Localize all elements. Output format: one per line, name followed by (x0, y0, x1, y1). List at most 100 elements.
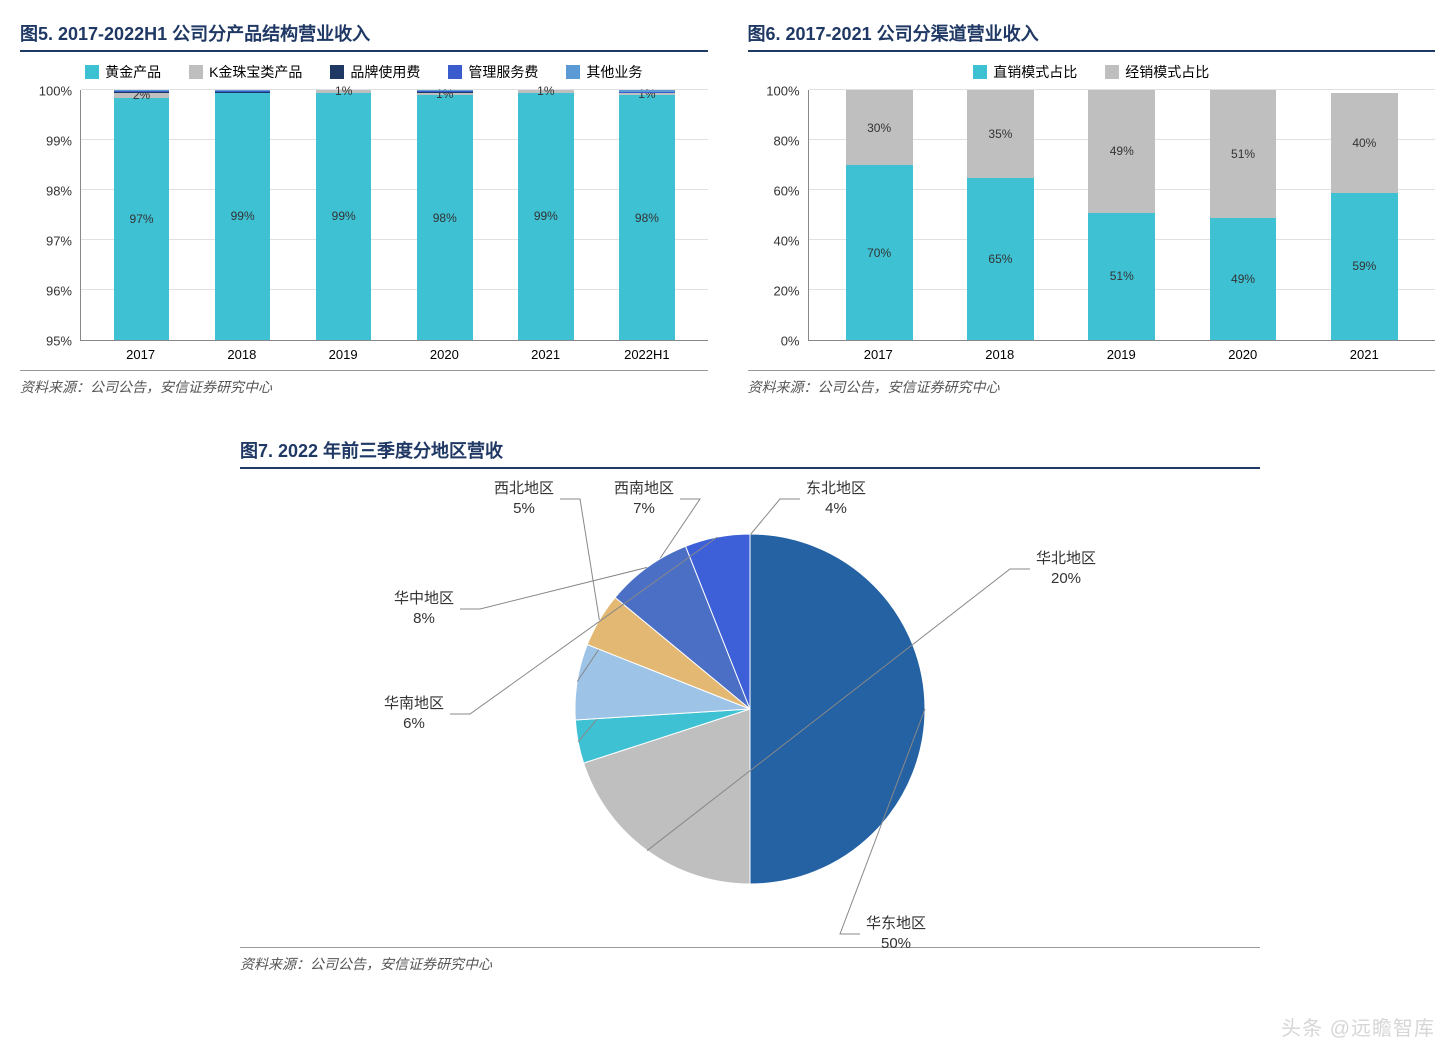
bar: 99% 1% (518, 90, 574, 340)
chart5-title: 图5. 2017-2022H1 公司分产品结构营业收入 (20, 20, 708, 52)
bar-group: 49% 51% (1182, 90, 1303, 340)
bar-segment (215, 91, 271, 92)
bar-value-label: 1% (537, 84, 554, 98)
pie-slice-label: 华北地区20% (1036, 549, 1096, 590)
bar-group: 99%1% (293, 90, 394, 340)
bar-segment: 65% (967, 178, 1034, 341)
pie-slice-label: 华南地区6% (384, 694, 444, 735)
bar-value-label: 99% (332, 209, 356, 223)
bar: 59%40% (1331, 93, 1398, 341)
y-tick: 80% (773, 134, 799, 149)
chart5-source: 资料来源：公司公告，安信证券研究中心 (20, 370, 708, 397)
legend-item: 管理服务费 (448, 62, 538, 82)
bar-segment: 98% (417, 95, 473, 340)
watermark: 头条 @远瞻智库 (1281, 1012, 1435, 1041)
chart5-y-axis: 95%96%97%98%99%100% (20, 90, 80, 341)
bar-value-label: 97% (130, 212, 154, 226)
y-tick: 100% (766, 84, 799, 99)
bar: 99% (215, 90, 271, 340)
chart6-plot-area: 70%30%65%35%51%49%49%51%59%40% (808, 90, 1436, 341)
bar: 70% 30% (846, 90, 913, 340)
bar-value-label: 99% (231, 209, 255, 223)
chart5-plot: 95%96%97%98%99%100% 97%2%99%99%1%98%1%99… (20, 90, 708, 341)
bar-segment (114, 91, 170, 92)
legend-item: 经销模式占比 (1105, 62, 1209, 82)
chart5-x-axis: 201720182019202020212022H1 (80, 341, 708, 362)
bar-segment (215, 92, 271, 93)
chart7-title: 图7. 2022 年前三季度分地区营收 (240, 437, 1260, 469)
bar-value-label: 1% (335, 84, 352, 98)
x-tick: 2018 (939, 341, 1061, 362)
bar: 98%1% (417, 90, 473, 340)
bar-group: 59%40% (1304, 93, 1425, 341)
bar-group: 70% 30% (819, 90, 940, 340)
x-tick: 2018 (191, 341, 292, 362)
bar: 99%1% (316, 90, 372, 340)
bar-segment: 2% (114, 93, 170, 98)
pie-slice-label: 华东地区50% (866, 914, 926, 955)
bar-value-label: 49% (1110, 144, 1134, 158)
bar-segment: 49% (1210, 218, 1277, 341)
chart7-plot-area: 华东地区50%华北地区20%东北地区4%西南地区7%西北地区5%华中地区8%华南… (240, 479, 1260, 939)
bar-value-label: 30% (867, 121, 891, 135)
x-tick: 2021 (1304, 341, 1426, 362)
chart5-panel: 图5. 2017-2022H1 公司分产品结构营业收入 黄金产品 K金珠宝类产品 品… (20, 20, 708, 397)
bar-group: 51%49% (1061, 90, 1182, 340)
bar-segment: 1% (518, 90, 574, 93)
bar-segment: 1% (619, 93, 675, 96)
bar-value-label: 70% (867, 246, 891, 260)
chart6-plot: 0%20%40%60%80%100% 70%30%65%35%51%49%49%… (748, 90, 1436, 341)
bar-segment: 98% (619, 95, 675, 340)
x-tick: 2017 (818, 341, 940, 362)
legend-item: K金珠宝类产品 (189, 62, 302, 82)
bar: 98%1% (619, 90, 675, 340)
bar-group: 99% (192, 90, 293, 340)
pie-slice-label: 西北地区5% (494, 479, 554, 520)
y-tick: 60% (773, 184, 799, 199)
pie-slice-label: 华中地区8% (394, 589, 454, 630)
bar-segment: 40% (1331, 93, 1398, 193)
bar-value-label: 99% (534, 209, 558, 223)
chart7-panel: 图7. 2022 年前三季度分地区营收 华东地区50%华北地区20%东北地区4%… (240, 437, 1260, 974)
x-tick: 2019 (293, 341, 394, 362)
bar: 97% 2% (114, 90, 170, 340)
legend-item: 其他业务 (566, 62, 642, 82)
y-tick: 99% (46, 134, 72, 149)
legend-item: 黄金产品 (85, 62, 161, 82)
bar-group: 98%1% (394, 90, 495, 340)
bar-segment: 97% (114, 98, 170, 341)
bar-group: 99% 1% (495, 90, 596, 340)
x-tick: 2020 (1182, 341, 1304, 362)
bar-segment: 30% (846, 90, 913, 165)
bar: 49% 51% (1210, 90, 1277, 340)
bar-segment: 99% (316, 93, 372, 341)
y-tick: 95% (46, 334, 72, 349)
bar-group: 97% 2% (91, 90, 192, 340)
chart5-legend: 黄金产品 K金珠宝类产品 品牌使用费 管理服务费 其他业务 (20, 62, 708, 82)
y-tick: 98% (46, 184, 72, 199)
chart6-legend: 直销模式占比 经销模式占比 (748, 62, 1436, 82)
chart6-title: 图6. 2017-2021 公司分渠道营业收入 (748, 20, 1436, 52)
bar-segment: 99% (518, 93, 574, 341)
pie-slice-label: 西南地区7% (614, 479, 674, 520)
chart5-plot-area: 97%2%99%99%1%98%1%99%1%98%1% (80, 90, 708, 341)
bar-segment (417, 91, 473, 92)
bar: 51%49% (1088, 90, 1155, 340)
legend-item: 品牌使用费 (330, 62, 420, 82)
x-tick: 2022H1 (596, 341, 697, 362)
chart6-x-axis: 20172018201920202021 (808, 341, 1436, 362)
chart7-source: 资料来源：公司公告，安信证券研究中心 (240, 947, 1260, 974)
chart6-source: 资料来源：公司公告，安信证券研究中心 (748, 370, 1436, 397)
x-tick: 2021 (495, 341, 596, 362)
bar-segment (619, 90, 675, 92)
bar: 65% 35% (967, 90, 1034, 340)
bar-value-label: 49% (1231, 272, 1255, 286)
bar-value-label: 51% (1231, 147, 1255, 161)
bar-value-label: 98% (433, 211, 457, 225)
bar-segment (417, 90, 473, 91)
bar-segment (114, 91, 170, 92)
bar-value-label: 35% (988, 127, 1012, 141)
bar-segment (619, 92, 675, 93)
bar-value-label: 65% (988, 252, 1012, 266)
legend-item: 直销模式占比 (973, 62, 1077, 82)
